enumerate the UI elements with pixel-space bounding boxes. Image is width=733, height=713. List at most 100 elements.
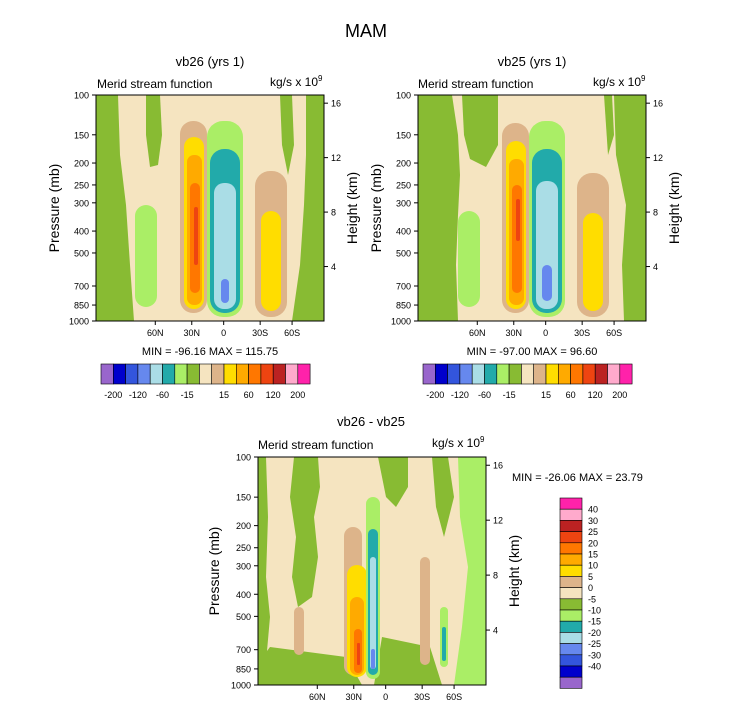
y-tick-label: 850 <box>74 301 89 311</box>
y-tick-label: 1000 <box>231 681 251 691</box>
y-axis-right: 16 12 8 4 <box>324 99 341 272</box>
colorbar-cell <box>508 363 522 385</box>
y-right-tick-label: 16 <box>653 99 663 109</box>
panel-left-title: Merid stream function <box>418 77 533 91</box>
colorbar-label: 30 <box>588 516 598 526</box>
y-axis-left: 100 150 200 250 300 400 500 700 850 1000 <box>391 91 418 327</box>
y-tick-label: 400 <box>74 227 89 237</box>
colorbar-label: -200 <box>104 390 122 400</box>
y-tick-label: 250 <box>236 543 251 553</box>
y-right-tick-label: 16 <box>493 461 503 471</box>
colorbar-label: 15 <box>219 390 229 400</box>
y-tick-label: 300 <box>74 198 89 208</box>
colorbar-cell <box>545 363 559 385</box>
colorbar-cell <box>521 363 535 385</box>
colorbar-cell <box>559 598 583 611</box>
colorbar-label: 200 <box>290 390 305 400</box>
x-tick-label: 0 <box>383 692 388 702</box>
contour-field <box>418 95 646 321</box>
y-axis-right-title: Height (km) <box>506 535 522 607</box>
colorbar-cell <box>149 363 163 385</box>
colorbar-cell <box>559 620 583 633</box>
y-tick-label: 1000 <box>391 317 411 327</box>
figure-title: MAM <box>345 21 387 41</box>
colorbar-label: -120 <box>129 390 147 400</box>
colorbar-cell <box>297 363 311 385</box>
x-tick-label: 60S <box>606 328 622 338</box>
y-tick-label: 700 <box>236 645 251 655</box>
colorbar-cell <box>471 363 485 385</box>
colorbar-label: -30 <box>588 650 601 660</box>
x-tick-label: 60N <box>309 692 326 702</box>
x-tick-label: 60S <box>284 328 300 338</box>
y-tick-label: 1000 <box>69 317 89 327</box>
colorbar-cell <box>582 363 596 385</box>
y-axis-right: 16 12 8 4 <box>486 461 503 636</box>
colorbar-cell <box>447 363 461 385</box>
x-tick-label: 30N <box>506 328 523 338</box>
colorbar-cell <box>559 531 583 544</box>
colorbar-label: 120 <box>588 390 603 400</box>
colorbar-label: -10 <box>588 606 601 616</box>
colorbar-cell <box>559 520 583 532</box>
colorbar-cell <box>199 363 212 385</box>
colorbar-label: 60 <box>566 390 576 400</box>
colorbar-cell <box>559 632 583 644</box>
y-right-tick-label: 4 <box>331 262 336 272</box>
y-axis-title: Pressure (mb) <box>206 527 222 616</box>
x-axis: 60N 30N 0 30S 60S <box>469 321 622 338</box>
x-tick-label: 60N <box>147 328 164 338</box>
colorbar-cell <box>236 363 249 385</box>
colorbar-cell <box>174 363 188 385</box>
x-tick-label: 0 <box>543 328 548 338</box>
x-tick-label: 30S <box>574 328 590 338</box>
y-axis-title: Pressure (mb) <box>46 164 62 253</box>
colorbar-cell <box>570 363 584 385</box>
x-tick-label: 60N <box>469 328 486 338</box>
colorbar-cell <box>559 654 583 667</box>
y-tick-label: 200 <box>74 159 89 169</box>
panel-title: vb26 - vb25 <box>337 414 405 429</box>
y-right-tick-label: 12 <box>493 516 503 526</box>
colorbar-cell <box>100 363 114 385</box>
contour-field <box>258 457 486 685</box>
panel-vb26: vb26 (yrs 1) Merid stream function kg/s … <box>46 54 360 358</box>
colorbar-cell <box>211 363 225 385</box>
colorbar-label: -40 <box>588 662 601 672</box>
colorbar-cell <box>559 665 583 678</box>
y-tick-label: 100 <box>396 91 411 101</box>
colorbar-cell <box>248 363 262 385</box>
colorbar-cell <box>619 363 633 385</box>
y-right-tick-label: 8 <box>653 208 658 218</box>
y-tick-label: 850 <box>236 664 251 674</box>
colorbar-cell <box>559 587 583 600</box>
y-axis-left: 100 150 200 250 300 400 500 700 850 1000 <box>69 91 96 327</box>
x-tick-label: 30N <box>184 328 201 338</box>
colorbar-label: 5 <box>588 572 593 582</box>
panel-left-title: Merid stream function <box>97 77 212 91</box>
y-tick-label: 250 <box>74 180 89 190</box>
contour-field <box>96 95 324 321</box>
panel-diff: vb26 - vb25 Merid stream function kg/s x… <box>206 414 643 702</box>
colorbar-cell <box>559 542 583 555</box>
colorbar-cell <box>484 363 498 385</box>
colorbar-cell <box>557 363 571 385</box>
colorbar-label: -200 <box>426 390 444 400</box>
x-axis: 60N 30N 0 30S 60S <box>147 321 300 338</box>
y-tick-label: 150 <box>396 130 411 140</box>
colorbar-cell <box>113 363 126 385</box>
colorbar-label: 120 <box>266 390 281 400</box>
colorbar-label: -20 <box>588 628 601 638</box>
x-tick-label: 30S <box>414 692 430 702</box>
y-axis-right-title: Height (km) <box>344 172 360 244</box>
y-right-tick-label: 8 <box>493 571 498 581</box>
colorbar-cell <box>186 363 200 385</box>
colorbar-label: -5 <box>588 594 596 604</box>
y-right-tick-label: 12 <box>653 153 663 163</box>
panel-units: kg/s x 109 <box>270 74 323 89</box>
panel-title: vb26 (yrs 1) <box>176 54 245 69</box>
colorbar-cell <box>223 363 237 385</box>
y-axis-right-title: Height (km) <box>666 172 682 244</box>
colorbar-cell <box>137 363 151 385</box>
